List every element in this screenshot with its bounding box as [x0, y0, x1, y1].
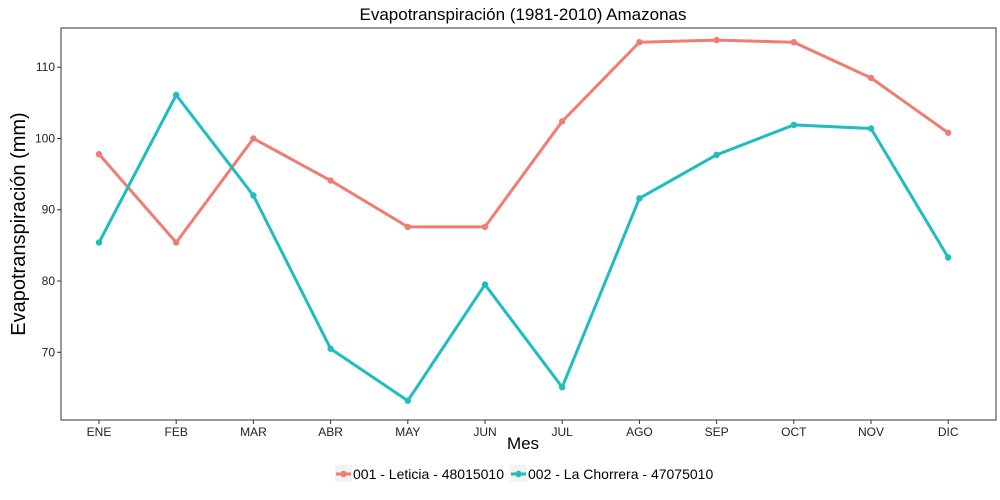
series-1-point — [945, 129, 952, 136]
x-tick-label: MAR — [240, 425, 267, 439]
x-tick-label: ABR — [318, 425, 343, 439]
series-1-point — [559, 118, 566, 125]
y-tick-label: 90 — [42, 203, 56, 217]
series-1-point — [404, 223, 411, 231]
series-1-point — [95, 150, 103, 158]
series-2-point — [173, 91, 180, 99]
series-1-point — [790, 39, 797, 46]
plot-panel — [60, 27, 997, 421]
y-tick-label: 80 — [42, 274, 56, 288]
series-line-1 — [97, 38, 950, 245]
x-tick-label: NOV — [858, 425, 884, 439]
x-tick-label: FEB — [165, 425, 188, 439]
series-2-point — [404, 397, 411, 404]
series-2-point — [95, 239, 103, 246]
chart-title: Evapotranspiración (1981-2010) Amazonas — [360, 5, 687, 24]
y-tick-label: 70 — [42, 345, 56, 359]
legend-item-1: 001 - Leticia - 48015010 — [335, 465, 504, 482]
series-1-point — [867, 74, 875, 82]
x-tick-label: SEP — [705, 425, 729, 439]
series-2-point — [559, 384, 566, 391]
y-axis-title: Evapotranspiración (mm) — [8, 112, 30, 335]
series-1-point — [713, 36, 720, 44]
series-2-point — [790, 121, 797, 129]
legend: 001 - Leticia - 48015010 002 - La Chorrer… — [335, 465, 713, 482]
plot-area — [95, 36, 952, 404]
series-2-point — [481, 281, 489, 288]
legend-item-2: 002 - La Chorrera - 47075010 — [510, 465, 713, 482]
series-2-point — [327, 345, 334, 352]
series-2-point — [713, 151, 720, 159]
series-2-point — [250, 192, 257, 199]
legend-key-point — [515, 470, 522, 478]
x-tick-label: JUL — [552, 425, 574, 439]
x-tick-label: DIC — [938, 425, 959, 439]
legend-label: 002 - La Chorrera - 47075010 — [528, 466, 713, 482]
series-1-point — [636, 39, 643, 46]
x-axis: ENE FEB MAR ABR MAY JUN JUL AGO SEP OCT NOV DIC — [87, 420, 959, 439]
series-line-2 — [97, 93, 950, 403]
series-2-point — [867, 125, 875, 132]
legend-key-point — [340, 470, 347, 478]
x-tick-label: JUN — [473, 425, 496, 439]
x-tick-label: OCT — [781, 425, 807, 439]
series-1-point — [173, 239, 180, 246]
series-2-point — [945, 254, 952, 261]
x-tick-label: MAY — [395, 425, 420, 439]
series-2-point — [636, 195, 643, 202]
x-tick-label: AGO — [626, 425, 653, 439]
legend-label: 001 - Leticia - 48015010 — [353, 466, 504, 482]
series-1-point — [481, 223, 489, 231]
y-tick-label: 100 — [35, 131, 55, 145]
x-tick-label: ENE — [87, 425, 112, 439]
x-axis-title: Mes — [507, 434, 539, 453]
y-axis: 70 80 90 100 110 — [35, 60, 61, 359]
series-1-point — [327, 177, 334, 184]
series-1-point — [250, 135, 257, 142]
y-tick-label: 110 — [36, 60, 55, 74]
